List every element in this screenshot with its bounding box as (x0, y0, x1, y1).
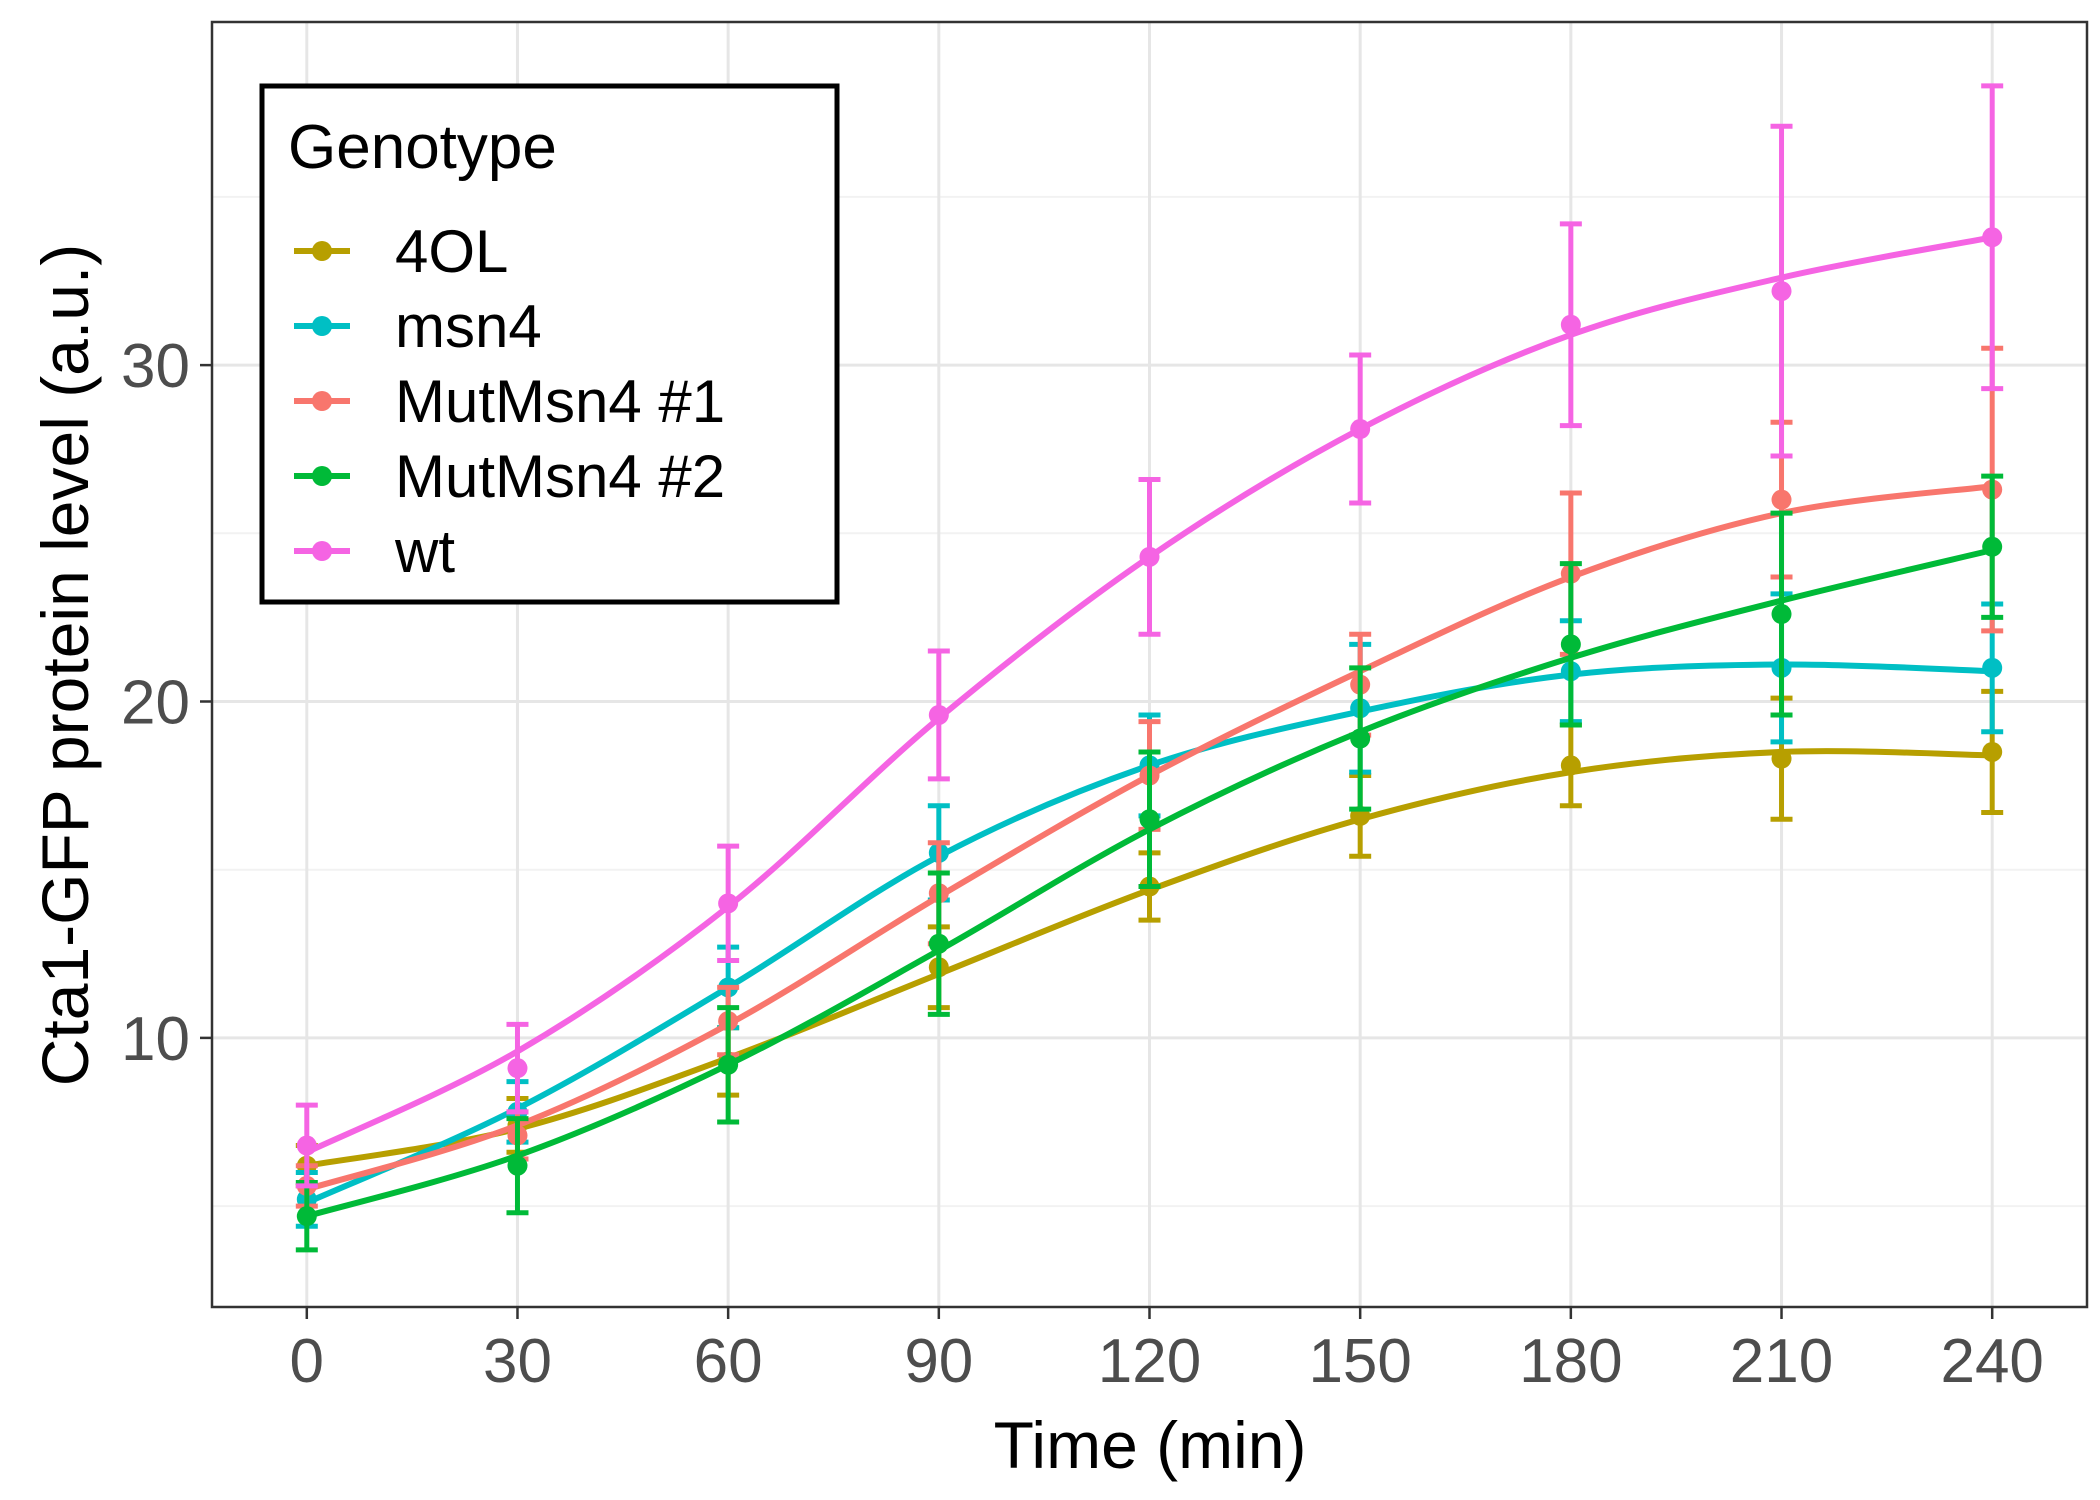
data-point (928, 933, 949, 954)
legend-label: 4OL (395, 218, 508, 285)
y-axis-title: Cta1-GFP protein level (a.u.) (28, 244, 102, 1086)
x-axis: 0 30 60 90 120 150 180 210 240 (290, 1307, 2044, 1396)
data-point (507, 1058, 528, 1079)
x-tick-label: 240 (1940, 1327, 2043, 1396)
series-mutmsn4-2 (295, 473, 2004, 1253)
legend-swatch-point (312, 316, 332, 336)
data-point (1771, 281, 1792, 302)
data-point (1982, 536, 2003, 557)
series-wt (295, 83, 2004, 1189)
x-tick-label: 120 (1098, 1327, 1201, 1396)
legend-swatch-point (312, 241, 332, 261)
x-tick-label: 150 (1308, 1327, 1411, 1396)
fit-curve (303, 234, 1996, 1156)
legend-title: Genotype (288, 113, 557, 182)
legend-items: 4OL msn4 MutMsn4 #1 MutMsn4 #2 wt (294, 218, 725, 585)
legend-swatch-point (312, 466, 332, 486)
data-point (1350, 728, 1371, 749)
data-point (1139, 809, 1160, 830)
legend-item: wt (294, 518, 455, 585)
legend-label: MutMsn4 #2 (395, 443, 725, 510)
series-layer (295, 83, 2004, 1253)
data-point (1982, 657, 2003, 678)
y-tick-label: 20 (121, 669, 190, 738)
data-point (1560, 755, 1581, 776)
data-point (1982, 741, 2003, 762)
legend-item: MutMsn4 #2 (294, 443, 725, 510)
legend-item: 4OL (294, 218, 508, 285)
legend: Genotype 4OL msn4 MutMsn4 #1 MutMsn4 #2 wt (259, 83, 840, 605)
legend-label: MutMsn4 #1 (395, 368, 725, 435)
fit-curve (303, 661, 1996, 1206)
x-tick-label: 90 (904, 1327, 973, 1396)
legend-swatch-point (312, 391, 332, 411)
legend-item: MutMsn4 #1 (294, 368, 725, 435)
y-tick-label: 10 (121, 1005, 190, 1074)
fit-curve (303, 547, 1996, 1220)
x-axis-title: Time (min) (994, 1408, 1307, 1482)
data-point (1982, 227, 2003, 248)
legend-swatch-point (312, 541, 332, 561)
data-point (296, 1206, 317, 1227)
x-tick-label: 210 (1730, 1327, 1833, 1396)
data-point (1560, 314, 1581, 335)
y-axis: 10 20 30 (121, 332, 212, 1074)
x-tick-label: 180 (1519, 1327, 1622, 1396)
y-tick-label: 30 (121, 332, 190, 401)
legend-label: msn4 (395, 293, 542, 360)
x-tick-label: 30 (483, 1327, 552, 1396)
data-point (296, 1135, 317, 1156)
legend-label: wt (394, 518, 455, 585)
data-point (1771, 748, 1792, 769)
x-tick-label: 60 (694, 1327, 763, 1396)
data-point (1560, 634, 1581, 655)
legend-item: msn4 (294, 293, 542, 360)
x-tick-label: 0 (290, 1327, 324, 1396)
data-point (507, 1155, 528, 1176)
data-point (718, 893, 739, 914)
data-point (928, 704, 949, 725)
data-point (1771, 604, 1792, 625)
data-point (718, 1054, 739, 1075)
data-point (1350, 419, 1371, 440)
data-point (1139, 546, 1160, 567)
data-point (1771, 489, 1792, 510)
legend-box (259, 83, 840, 605)
